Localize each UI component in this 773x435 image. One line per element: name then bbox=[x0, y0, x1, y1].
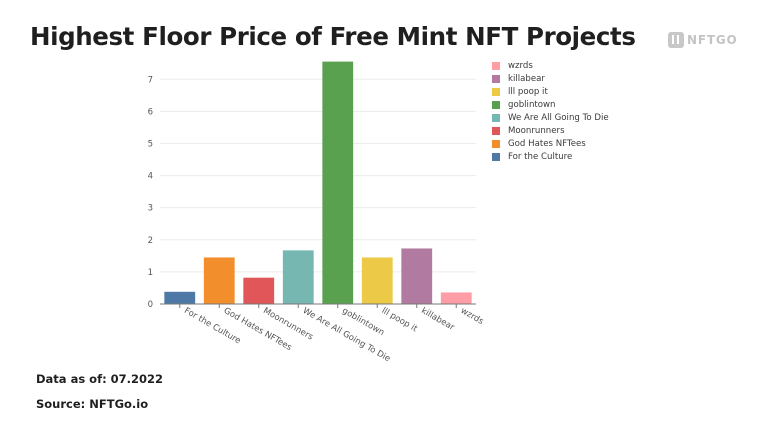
legend-label: For the Culture bbox=[508, 151, 573, 162]
chart-legend: wzrds killabear lll poop it goblintown We Ar… bbox=[492, 60, 609, 163]
legend-label: wzrds bbox=[508, 61, 533, 72]
legend-item[interactable]: wzrds bbox=[492, 60, 609, 73]
legend-item[interactable]: killabear bbox=[492, 73, 609, 86]
y-tick-label: 5 bbox=[148, 139, 153, 149]
x-tick-label: lll poop it bbox=[380, 306, 420, 335]
x-tick-label: God Hates NFTees bbox=[222, 306, 294, 353]
brand-logo: NFTGO bbox=[668, 31, 737, 49]
legend-swatch bbox=[492, 62, 500, 71]
legend-item[interactable]: Moonrunners bbox=[492, 124, 609, 137]
y-tick-label: 4 bbox=[148, 172, 153, 182]
legend-item[interactable]: God Hates NFTees bbox=[492, 137, 609, 150]
legend-item[interactable]: lll poop it bbox=[492, 86, 609, 99]
legend-label: killabear bbox=[508, 74, 545, 85]
y-tick-label: 6 bbox=[148, 107, 153, 117]
legend-swatch bbox=[492, 75, 500, 84]
legend-swatch bbox=[492, 152, 500, 161]
legend-label: God Hates NFTees bbox=[508, 138, 586, 149]
legend-label: We Are All Going To Die bbox=[508, 113, 609, 123]
brand-name: NFTGO bbox=[687, 33, 738, 47]
bar-goblintown bbox=[322, 61, 354, 304]
bar-moonrunners bbox=[243, 277, 275, 304]
page-title: Highest Floor Price of Free Mint NFT Pro… bbox=[30, 22, 636, 51]
legend-item[interactable]: For the Culture bbox=[492, 150, 609, 163]
data-source-note: Source: NFTGo.io bbox=[36, 397, 149, 411]
y-tick-label: 7 bbox=[148, 75, 153, 85]
legend-label: Moonrunners bbox=[508, 125, 565, 136]
bar-wzrds bbox=[440, 292, 472, 304]
legend-swatch bbox=[492, 139, 500, 148]
x-tick-label: killabear bbox=[419, 306, 456, 333]
bar-killabear bbox=[401, 248, 433, 304]
nftgo-logo-icon bbox=[668, 32, 684, 48]
legend-label: goblintown bbox=[508, 100, 556, 111]
legend-label: lll poop it bbox=[508, 87, 548, 98]
y-tick-label: 2 bbox=[148, 236, 153, 246]
legend-item[interactable]: We Are All Going To Die bbox=[492, 112, 609, 125]
legend-swatch bbox=[492, 88, 500, 97]
bar-god-hates-nftees bbox=[203, 257, 235, 304]
bar-we-are-all-going-to-die bbox=[282, 250, 314, 304]
legend-swatch bbox=[492, 101, 500, 110]
y-tick-label: 0 bbox=[148, 300, 153, 310]
bar-for-the-culture bbox=[164, 291, 196, 304]
x-tick-label: wzrds bbox=[459, 306, 486, 327]
y-tick-label: 1 bbox=[148, 268, 153, 278]
y-tick-label: 3 bbox=[148, 204, 153, 214]
data-date-note: Data as of: 07.2022 bbox=[36, 372, 164, 386]
legend-swatch bbox=[492, 114, 500, 122]
bar-lll-poop-it bbox=[361, 257, 393, 304]
legend-swatch bbox=[492, 126, 500, 135]
legend-item[interactable]: goblintown bbox=[492, 99, 609, 112]
